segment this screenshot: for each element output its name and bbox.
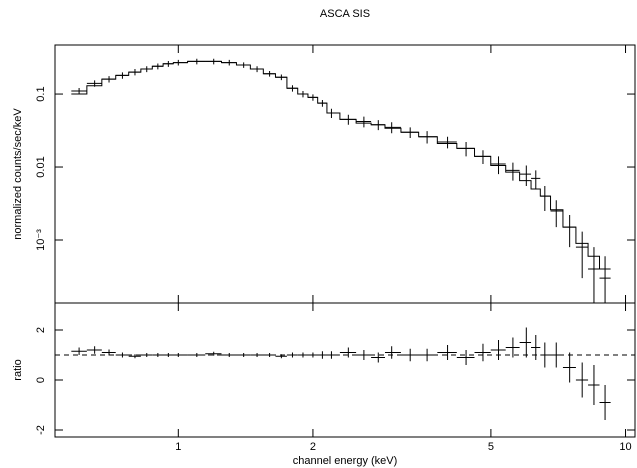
data-point [101,349,116,356]
y-tick-label: 0 [35,377,47,383]
x-tick-label: 10 [619,441,631,453]
data-point [71,347,87,355]
chart-title: ASCA SIS [320,8,370,20]
data-point [400,348,419,362]
data-point [173,353,188,357]
data-point [575,362,589,398]
x-tick-label: 5 [488,441,494,453]
data-point [575,231,589,279]
y-tick-label: -2 [35,425,47,435]
data-point [490,340,506,360]
data-point [588,365,600,405]
data-point [286,352,298,358]
data-point [540,342,551,368]
data-point [187,353,206,357]
plot-frame [54,44,636,304]
data-point [456,350,475,365]
data-point [356,350,372,360]
data-point [531,335,541,360]
data-point [540,185,551,211]
data-point [474,343,491,362]
data-point [263,353,276,357]
x-axis-label: channel energy (keV) [293,455,398,467]
y-axis-label: ratio [12,359,24,380]
data-point [326,351,340,359]
data-point [86,346,102,354]
data-point [418,348,438,362]
data-point [205,351,222,356]
data-point [152,353,164,357]
data-point [384,346,401,359]
data-point [339,347,357,358]
model-line [71,60,611,270]
y-tick-label: 2 [35,327,47,333]
data-point [456,142,475,157]
data-point [437,136,457,149]
data-point [163,353,174,357]
data-point [588,247,600,303]
data-point [505,337,520,358]
y-tick-label: 10⁻³ [35,229,47,251]
data-point [221,353,237,357]
data-point [505,162,520,181]
x-tick-label: 1 [175,441,181,453]
data-point [275,354,287,359]
y-tick-label: 0.01 [35,156,47,177]
y-tick-label: 0.1 [35,86,47,101]
data-point [531,170,541,189]
data-point [250,353,264,357]
data-point [418,131,438,144]
data-point [115,352,129,358]
data-point [437,345,457,360]
data-point [474,150,491,165]
data-point [519,165,532,186]
data-point [371,352,385,363]
data-point [599,256,611,303]
data-point [317,351,327,359]
data-point [140,353,153,357]
y-axis-label: normalized counts/sec/keV [12,108,24,240]
data-point [356,116,372,128]
plot-frame [54,302,636,438]
data-point [297,352,308,358]
x-tick-label: 2 [310,441,316,453]
data-point [599,385,611,420]
data-point [562,215,576,248]
data-point [562,352,576,383]
data-point [71,88,87,95]
data-point [550,342,563,368]
data-point [236,353,251,357]
data-point [307,352,318,358]
data-point [128,354,141,359]
data-point [519,327,532,358]
data-point [550,200,563,228]
